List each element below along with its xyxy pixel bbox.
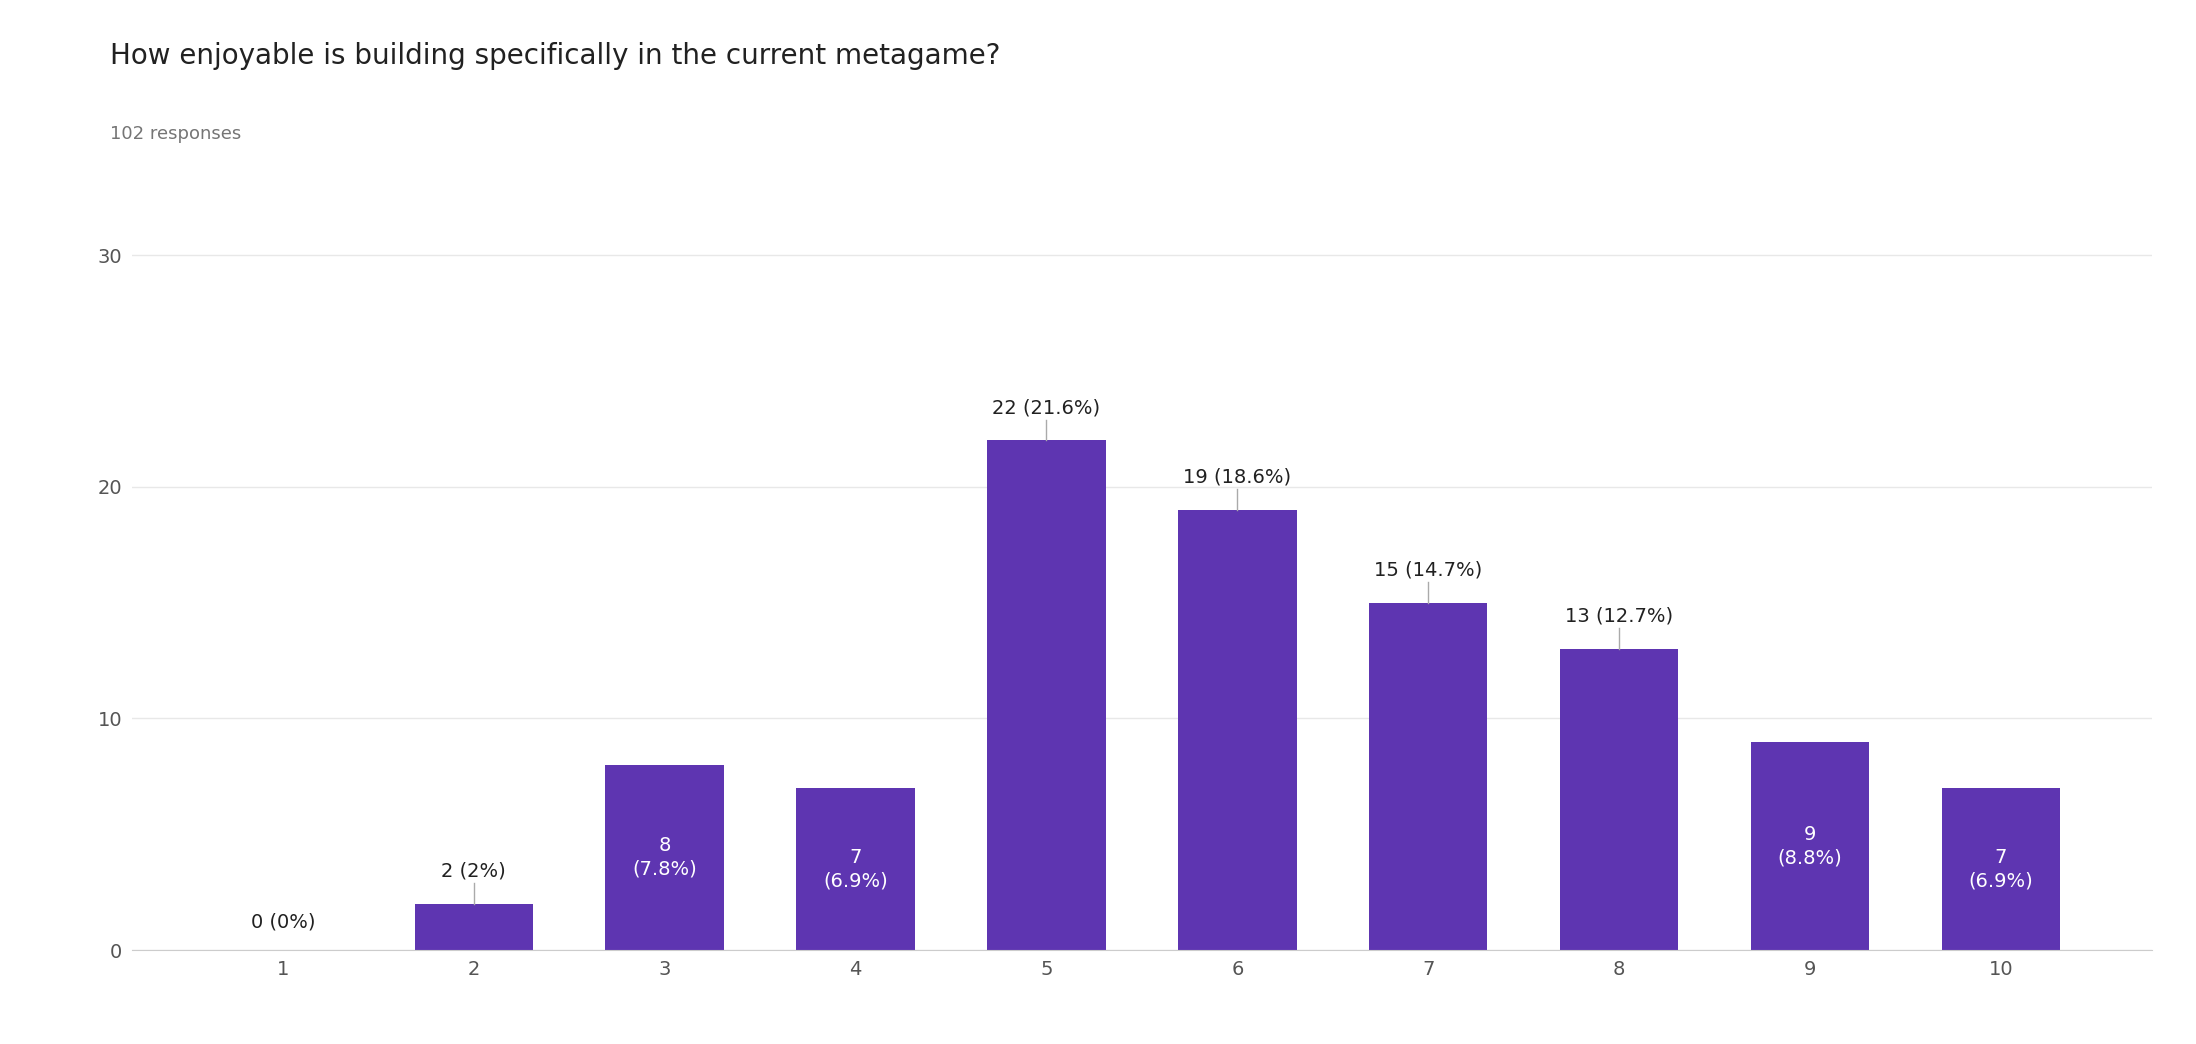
Bar (1750, 741, 1869, 950)
Bar (988, 441, 1105, 950)
Text: 8
(7.8%): 8 (7.8%) (632, 836, 696, 879)
Text: 7
(6.9%): 7 (6.9%) (824, 848, 887, 891)
Bar (415, 904, 534, 950)
Text: 15 (14.7%): 15 (14.7%) (1375, 561, 1482, 579)
Bar (1368, 602, 1487, 950)
Text: 102 responses: 102 responses (110, 125, 242, 143)
Text: 13 (12.7%): 13 (12.7%) (1566, 607, 1673, 625)
Text: 9
(8.8%): 9 (8.8%) (1779, 825, 1842, 868)
Text: 19 (18.6%): 19 (18.6%) (1184, 468, 1291, 487)
Bar (1941, 788, 2060, 950)
Text: 22 (21.6%): 22 (21.6%) (993, 398, 1100, 418)
Text: 7
(6.9%): 7 (6.9%) (1968, 848, 2033, 891)
Text: 2 (2%): 2 (2%) (441, 861, 505, 880)
Bar (1179, 509, 1296, 950)
Bar (1559, 649, 1678, 950)
Text: How enjoyable is building specifically in the current metagame?: How enjoyable is building specifically i… (110, 42, 1001, 70)
Bar (797, 788, 916, 950)
Bar (606, 764, 725, 950)
Text: 0 (0%): 0 (0%) (250, 912, 314, 931)
